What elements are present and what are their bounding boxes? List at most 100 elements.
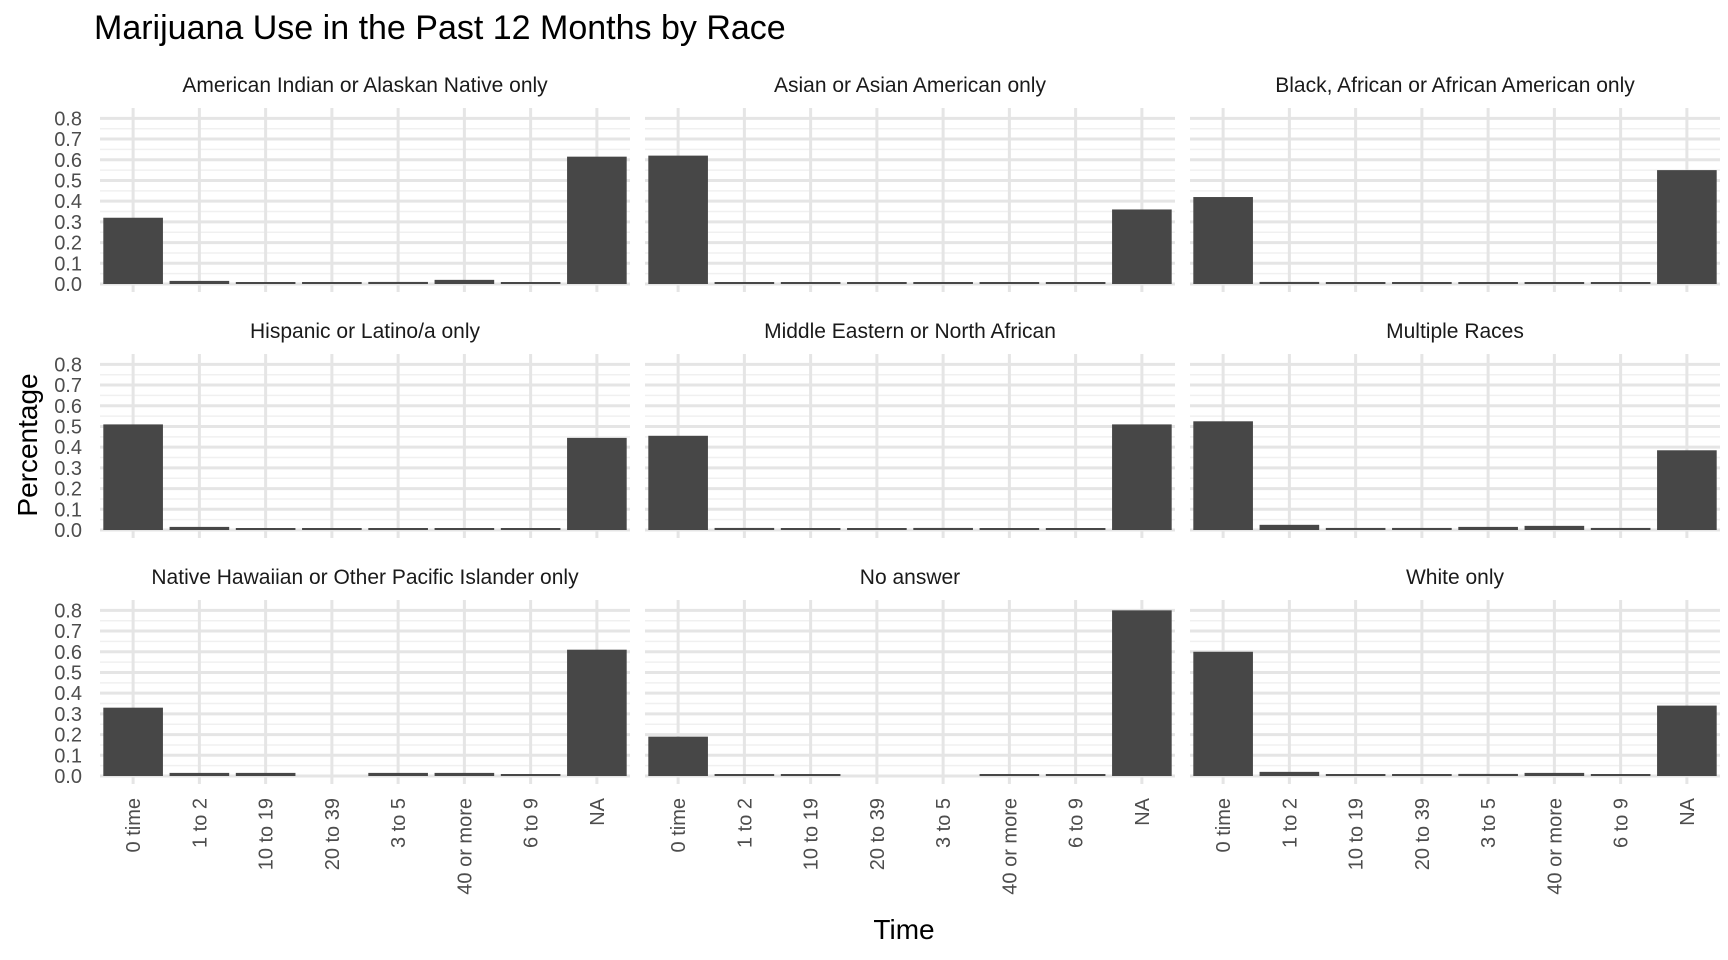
y-tick-label: 0.5 (54, 416, 82, 438)
bar (368, 281, 428, 284)
facet-strip-label: No answer (860, 566, 960, 589)
bar (648, 435, 708, 530)
y-tick-label: 0.6 (54, 150, 82, 172)
bar (434, 528, 495, 530)
bar (169, 772, 230, 776)
bar (235, 772, 296, 776)
bar (1524, 772, 1585, 776)
facet-panel: American Indian or Alaskan Native only 0.… (54, 74, 630, 296)
facet-panel: Hispanic or Latino/a only 0.00.10.20.30.4… (54, 320, 630, 542)
bar (979, 282, 1040, 284)
facet-strip-label: Asian or Asian American only (774, 74, 1046, 97)
bar (1458, 526, 1518, 530)
bar (1045, 528, 1106, 530)
bar (1259, 771, 1320, 776)
bar (1325, 282, 1386, 284)
bar (1590, 774, 1651, 776)
y-tick-label: 0.0 (54, 520, 82, 542)
facet-panel: Middle Eastern or North African (645, 320, 1175, 538)
y-tick-label: 0.5 (54, 662, 82, 684)
bar (847, 528, 907, 530)
y-tick-label: 0.3 (54, 212, 82, 234)
bar (1325, 527, 1386, 530)
bar (979, 774, 1040, 776)
bar (1590, 527, 1651, 530)
bar (979, 528, 1040, 530)
bar (714, 527, 775, 530)
bar (1524, 525, 1585, 530)
bar (648, 736, 708, 776)
x-tick-label: 40 or more (999, 798, 1021, 895)
facet-strip-label: Hispanic or Latino/a only (250, 320, 480, 343)
bar (1392, 527, 1452, 530)
facet-panel: Native Hawaiian or Other Pacific Islande… (54, 566, 630, 895)
x-tick-label: 20 to 39 (1412, 798, 1434, 870)
bar (103, 424, 163, 530)
x-tick-label: 1 to 2 (189, 798, 211, 848)
facet-panel: No answer 0 time 1 to 2 10 to 19 20 to 39 3 t… (645, 566, 1175, 895)
bar (567, 156, 627, 284)
bar (780, 528, 841, 530)
bar (714, 774, 775, 776)
y-tick-label: 0.1 (54, 745, 82, 767)
facet-strip-label: Middle Eastern or North African (764, 320, 1056, 343)
x-tick-label: 40 or more (454, 798, 476, 895)
bar (1112, 209, 1172, 284)
x-tick-label: 6 to 9 (1066, 798, 1088, 848)
x-tick-label: 40 or more (1544, 798, 1566, 895)
bar (847, 282, 907, 284)
bar (1193, 651, 1253, 776)
y-tick-label: 0.2 (54, 479, 82, 501)
bar (913, 282, 973, 284)
bar (1657, 450, 1717, 530)
x-tick-label: 0 time (1213, 798, 1235, 852)
bar (302, 528, 362, 530)
bar (780, 282, 841, 284)
bar (235, 528, 296, 530)
bar (1193, 421, 1253, 530)
facet-panel: White only 0 time 1 to 2 10 to 19 20 to 39 3 … (1190, 566, 1720, 895)
chart-title: Marijuana Use in the Past 12 Months by R… (94, 9, 786, 47)
y-tick-label: 0.7 (54, 621, 82, 643)
bar (1259, 524, 1320, 530)
x-tick-label: 10 to 19 (256, 798, 278, 870)
bar (169, 526, 230, 530)
y-tick-label: 0.8 (54, 108, 82, 130)
bar (648, 155, 708, 284)
y-tick-label: 0.6 (54, 642, 82, 664)
y-tick-label: 0.8 (54, 354, 82, 376)
facet-strip-label: Native Hawaiian or Other Pacific Islande… (151, 566, 579, 589)
y-tick-label: 0.1 (54, 253, 82, 275)
bar (103, 707, 163, 776)
bar (235, 282, 296, 284)
y-axis-title: Percentage (12, 373, 43, 516)
bar (1458, 282, 1518, 284)
x-tick-label: NA (587, 797, 609, 825)
bar (1458, 773, 1518, 776)
facet-panel: Asian or Asian American only (645, 74, 1175, 292)
x-tick-label: 0 time (668, 798, 690, 852)
bar (169, 280, 230, 284)
y-tick-label: 0.3 (54, 458, 82, 480)
bar (1392, 774, 1452, 776)
bar (1112, 424, 1172, 530)
bar (1590, 282, 1651, 284)
bar (1045, 774, 1106, 776)
x-tick-label: 20 to 39 (322, 798, 344, 870)
bar (500, 282, 561, 284)
x-tick-label: 20 to 39 (867, 798, 889, 870)
y-tick-label: 0.2 (54, 233, 82, 255)
y-tick-label: 0.5 (54, 170, 82, 192)
facet-strip-label: White only (1406, 566, 1505, 589)
bar (567, 649, 627, 776)
y-tick-label: 0.2 (54, 725, 82, 747)
facet-panel: Black, African or African American only (1190, 74, 1720, 292)
y-tick-label: 0.0 (54, 766, 82, 788)
bar (368, 772, 428, 776)
bar (1193, 197, 1253, 284)
x-tick-label: 10 to 19 (1346, 798, 1368, 870)
bar (103, 217, 163, 284)
facet-strip-label: Black, African or African American only (1275, 74, 1635, 97)
bar (1045, 282, 1106, 284)
bar (1325, 774, 1386, 776)
